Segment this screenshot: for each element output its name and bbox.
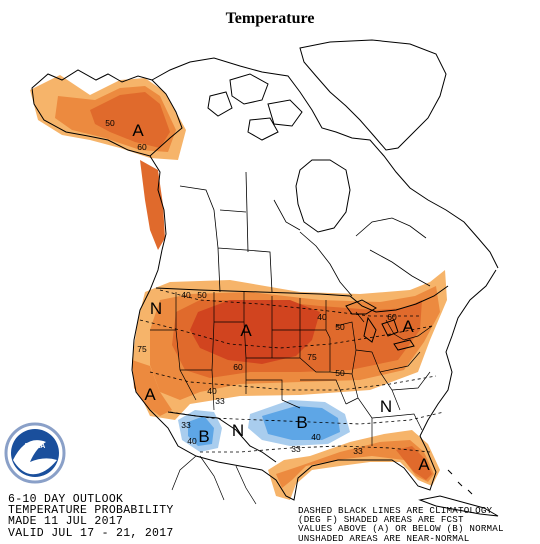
north-central-above-60-area (190, 300, 320, 364)
contour-label: 75 (307, 352, 317, 362)
contour-label: 40 (181, 290, 191, 300)
noaa-logo-text: NOAA (25, 443, 46, 450)
contour-label: 40 (311, 432, 321, 442)
map-outlines (31, 39, 499, 517)
contour-label: 33 (181, 420, 191, 430)
noaa-logo: NOAA (4, 422, 66, 484)
contour-label: 60 (233, 362, 243, 372)
contour-label: 33 (353, 446, 363, 456)
us-canada-border (155, 285, 449, 313)
outlook-line-4: VALID JUL 17 - 21, 2017 (8, 526, 174, 540)
contour-label: 40 (207, 386, 217, 396)
mexico-lines (171, 455, 257, 505)
label-south-central-b: B (296, 413, 307, 432)
legend-line-1: DASHED BLACK LINES ARE CLIMATOLOGY (298, 505, 493, 516)
legend-line-2: (DEG F) SHADED AREAS ARE FCST (298, 514, 464, 526)
label-california-a: A (144, 385, 156, 404)
label-florida-a: A (418, 455, 430, 474)
legend-line-4: UNSHADED AREAS ARE NEAR-NORMAL (298, 532, 470, 544)
label-northeast-a: A (402, 317, 414, 336)
arctic-coast (151, 57, 499, 269)
label-southeast-n: N (380, 397, 392, 416)
contour-label: 33 (215, 396, 225, 406)
north-america-coast (131, 249, 497, 501)
contour-label: 75 (137, 344, 147, 354)
florida-above-50-area (396, 446, 432, 480)
contour-label: 60 (387, 312, 397, 322)
california-above-area (132, 360, 172, 416)
islands-east (447, 469, 473, 495)
contour-label: 50 (105, 118, 115, 128)
southwest-below-40-area (188, 416, 214, 446)
label-southwest-n: N (232, 421, 244, 440)
contour-label: 40 (187, 436, 197, 446)
alaska-above-50-area (90, 92, 170, 148)
south-central-below-40-area (262, 406, 340, 440)
arctic-islands (207, 73, 303, 141)
climo-contour-4 (200, 445, 431, 453)
label-north-central-a: A (240, 321, 252, 340)
contour-value-labels: 50 60 40 50 75 60 75 40 50 60 50 40 33 3… (105, 118, 397, 456)
label-alaska-a: A (132, 121, 144, 140)
contour-label: 40 (317, 312, 327, 322)
great-lakes (345, 299, 415, 351)
category-labels: A A A A A B B N N N (132, 121, 430, 474)
outlook-line-2: TEMPERATURE PROBABILITY (8, 504, 174, 518)
outlook-map: A A A A A B B N N N 50 60 40 50 75 60 75… (0, 36, 540, 544)
legend-notes: DASHED BLACK LINES ARE CLIMATOLOGY (DEG … (298, 506, 530, 543)
panhandle-outline (149, 155, 167, 251)
legend-line-3: VALUES ABOVE (A) OR BELOW (B) NORMAL (298, 523, 504, 535)
hudson-bay (295, 159, 351, 233)
contour-label: 60 (137, 142, 147, 152)
canada-province-lines (179, 171, 431, 297)
outlook-line-1: 6-10 DAY OUTLOOK (8, 493, 124, 506)
cuba (418, 495, 499, 517)
contour-label: 33 (291, 444, 301, 454)
contour-label: 50 (197, 290, 207, 300)
alaska-outline (31, 69, 183, 157)
shaded-areas (30, 75, 447, 500)
contour-label: 50 (335, 368, 345, 378)
outlook-line-3: MADE 11 JUL 2017 (8, 515, 124, 529)
climo-contour-2 (149, 371, 437, 391)
page-title: Temperature (225, 10, 315, 27)
label-pacific-nw-n: N (150, 299, 162, 318)
map-canvas: A A A A A B B N N N 50 60 40 50 75 60 75… (4, 39, 499, 517)
panhandle-above-area (140, 160, 165, 250)
greenland (299, 39, 447, 151)
gulf-above-40-area (276, 440, 434, 488)
outlook-info: 6-10 DAY OUTLOOK TEMPERATURE PROBABILITY… (8, 494, 208, 539)
climo-contour-3 (169, 411, 445, 425)
climatology-contours (139, 289, 445, 453)
contour-label: 50 (335, 322, 345, 332)
label-southwest-b: B (198, 427, 209, 446)
noaa-gull-icon (13, 440, 57, 475)
